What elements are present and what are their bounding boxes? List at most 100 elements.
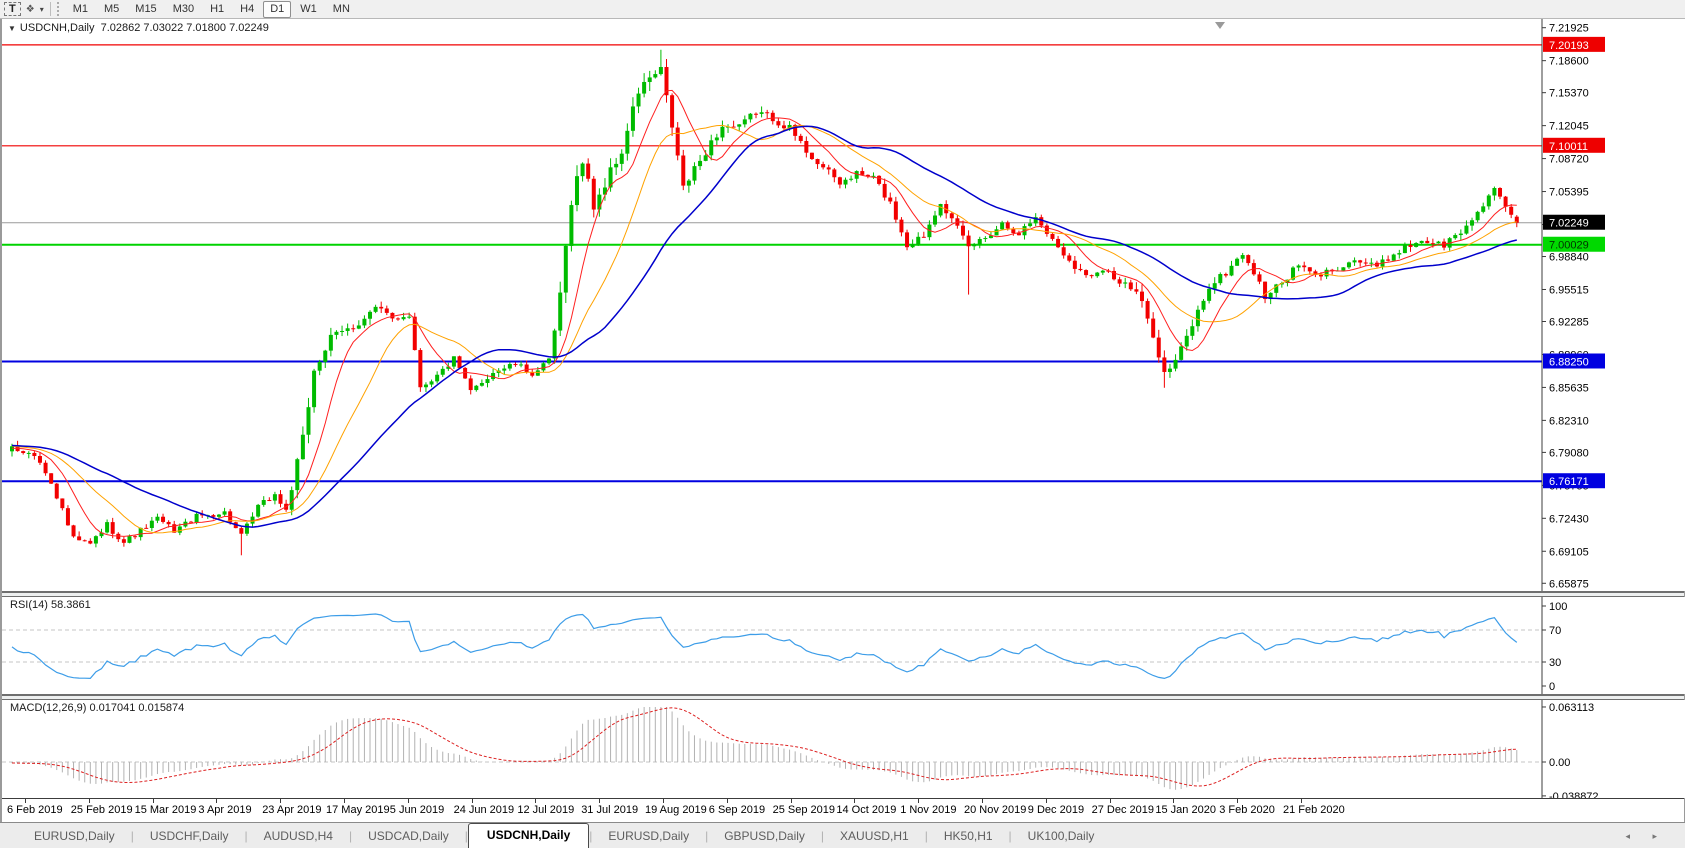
macd-chart[interactable]: 0.063113 0.00 -0.038872 — [2, 700, 1685, 798]
time-axis-label: 6 Sep 2019 — [708, 804, 766, 816]
chart-tab-bar: EURUSD,Daily | USDCHF,Daily | AUDUSD,H4 | USDC… — [0, 822, 1685, 848]
time-axis-label: 19 Aug 2019 — [645, 804, 707, 816]
time-axis-label: 24 Jun 2019 — [453, 804, 515, 816]
chart-tab-hk50-8[interactable]: HK50,H1 — [943, 829, 993, 843]
text-tool-button[interactable]: T — [4, 2, 21, 16]
timeframe-button-h4[interactable]: H4 — [240, 2, 255, 15]
symbol-period-label: USDCNH,Daily — [19, 22, 95, 34]
svg-text:6.88250: 6.88250 — [1549, 356, 1589, 368]
svg-text:0: 0 — [1549, 681, 1555, 693]
svg-text:6.98840: 6.98840 — [1549, 252, 1589, 264]
time-axis-label: 27 Dec 2019 — [1091, 804, 1154, 816]
chart-tab-audusd-2[interactable]: AUDUSD,H4 — [263, 829, 333, 843]
chart-tab-gbpusd-6[interactable]: GBPUSD,Daily — [724, 829, 805, 843]
svg-text:30: 30 — [1549, 657, 1561, 669]
time-axis-label: 12 Jul 2019 — [517, 804, 575, 816]
time-axis-tick — [982, 799, 983, 803]
time-axis-label: 31 Jul 2019 — [581, 804, 639, 816]
time-axis-tick — [1109, 799, 1111, 803]
tab-separator: | — [705, 829, 709, 843]
panel-divider[interactable] — [2, 591, 1684, 597]
macd-panel: 0.063113 0.00 -0.038872 MACD(12,26,9) 0.01… — [2, 700, 1685, 798]
timeframe-button-m15[interactable]: M15 — [135, 2, 157, 15]
styles-icon[interactable]: ❖ — [25, 3, 35, 15]
time-axis-tick — [25, 799, 26, 803]
time-axis-label: 3 Feb 2020 — [1219, 804, 1275, 816]
time-axis-tick — [599, 799, 601, 803]
svg-text:7.02249: 7.02249 — [1549, 218, 1589, 230]
svg-text:7.18600: 7.18600 — [1549, 56, 1589, 68]
timeframe-button-m5[interactable]: M5 — [104, 2, 120, 15]
time-axis-tick — [1045, 799, 1047, 803]
svg-text:7.15370: 7.15370 — [1549, 88, 1589, 100]
svg-text:6.72430: 6.72430 — [1549, 513, 1589, 525]
time-axis-label: 21 Feb 2020 — [1283, 804, 1345, 816]
chart-tab-eurusd-5[interactable]: EURUSD,Daily — [608, 829, 690, 843]
time-axis-tick — [1237, 799, 1239, 803]
svg-text:6.65875: 6.65875 — [1549, 578, 1589, 590]
panel-divider[interactable] — [2, 694, 1684, 700]
timeframe-button-d1[interactable]: D1 — [263, 0, 292, 18]
tab-separator: | — [924, 829, 928, 843]
rsi-chart[interactable]: 100 70 30 0 — [2, 597, 1685, 694]
candlestick-chart[interactable]: 7.21925 7.18600 7.15370 7.12045 7.08720 7.053… — [2, 19, 1685, 591]
timeframe-button-m1[interactable]: M1 — [72, 2, 88, 15]
macd-label: MACD(12,26,9) 0.017041 0.015874 — [10, 702, 185, 714]
time-axis-label: 3 Apr 2019 — [198, 804, 252, 816]
svg-text:6.85635: 6.85635 — [1549, 382, 1589, 394]
tab-separator: | — [820, 829, 825, 843]
svg-text:6.76171: 6.76171 — [1549, 476, 1589, 488]
chart-window: 7.21925 7.18600 7.15370 7.12045 7.08720 7.053… — [0, 19, 1685, 822]
time-axis[interactable]: 6 Feb 2019 25 Feb 2019 15 Mar 2019 3 Apr 20… — [2, 798, 1684, 822]
ohlc-values: 7.02862 7.03022 7.01800 7.02249 — [100, 22, 269, 34]
chart-tab-uk100-9[interactable]: UK100,Daily — [1027, 829, 1095, 843]
time-axis-label: 5 Jun 2019 — [389, 804, 445, 816]
timeframe-button-w1[interactable]: W1 — [300, 2, 317, 15]
time-axis-label: 14 Oct 2019 — [836, 804, 897, 816]
rsi-panel: 100 70 30 0 RSI(14) 58.3861 — [2, 597, 1685, 694]
chart-tab-usdcad-3[interactable]: USDCAD,Daily — [368, 829, 449, 843]
svg-text:6.79080: 6.79080 — [1549, 447, 1589, 459]
time-axis-tick — [726, 799, 728, 803]
svg-text:6.69105: 6.69105 — [1549, 546, 1589, 558]
chart-tab-eurusd-0[interactable]: EURUSD,Daily — [34, 829, 115, 843]
chart-tab-usdchf-1[interactable]: USDCHF,Daily — [149, 829, 229, 843]
tab-separator: | — [464, 829, 468, 843]
svg-text:7.00029: 7.00029 — [1549, 240, 1589, 252]
time-axis-tick — [344, 799, 345, 803]
timeframe-button-m30[interactable]: M30 — [172, 2, 195, 15]
time-axis-label: 6 Feb 2019 — [7, 804, 63, 816]
time-axis-tick — [471, 799, 473, 803]
time-axis-tick — [854, 799, 856, 803]
timeframe-button-group: M1 M5 M15 M30 H1 H4 D1 W1 MN — [66, 0, 357, 18]
time-axis-label: 9 Dec 2019 — [1027, 804, 1085, 816]
time-axis-tick — [1173, 799, 1175, 803]
price-panel: 7.21925 7.18600 7.15370 7.12045 7.08720 7.053… — [2, 19, 1685, 591]
time-axis-tick — [280, 799, 282, 803]
timeframe-button-h1[interactable]: H1 — [210, 2, 225, 15]
svg-text:-0.038872: -0.038872 — [1549, 791, 1599, 798]
timeframe-button-mn[interactable]: MN — [332, 2, 350, 15]
chart-tab-usdcnh-4[interactable]: USDCNH,Daily — [467, 823, 590, 848]
tab-separator: | — [130, 829, 134, 843]
time-axis-label: 25 Feb 2019 — [70, 804, 133, 816]
time-axis-label: 25 Sep 2019 — [772, 804, 835, 816]
time-axis-tick — [663, 799, 664, 803]
time-axis-label: 23 Apr 2019 — [262, 804, 322, 816]
toolbar-grip[interactable] — [56, 2, 61, 16]
tab-scroll-arrows[interactable]: ◂ ▸ — [1625, 831, 1667, 841]
chart-tab-xauusd-7[interactable]: XAUUSD,H1 — [840, 829, 909, 843]
svg-text:0.063113: 0.063113 — [1549, 702, 1594, 714]
svg-text:0.00: 0.00 — [1549, 757, 1570, 769]
time-axis-tick — [407, 799, 409, 803]
chevron-down-icon[interactable]: ▾ — [39, 4, 44, 14]
tab-separator: | — [589, 829, 593, 843]
time-axis-tick — [790, 799, 792, 803]
svg-text:6.92285: 6.92285 — [1549, 316, 1589, 328]
collapse-icon[interactable]: ▼ — [8, 24, 16, 33]
top-toolbar: T ❖ ▾ M1 M5 M15 M30 H1 H4 D1 W1 MN — [0, 0, 1685, 19]
chart-header: ▼ USDCNH,Daily 7.02862 7.03022 7.01800 7.… — [8, 22, 269, 34]
tab-separator: | — [348, 829, 353, 843]
time-axis-label: 20 Nov 2019 — [964, 804, 1027, 816]
time-axis-label: 1 Nov 2019 — [900, 804, 957, 816]
